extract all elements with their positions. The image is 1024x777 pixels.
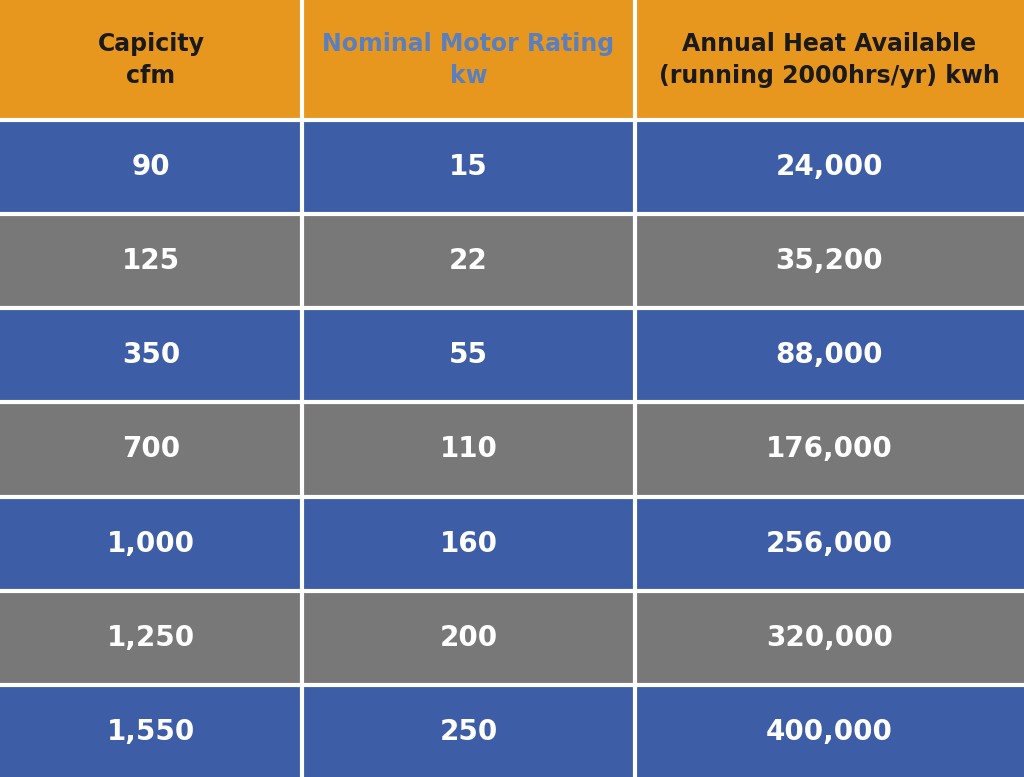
Text: 160: 160 — [439, 529, 498, 558]
Text: 320,000: 320,000 — [766, 623, 893, 652]
Text: 200: 200 — [439, 623, 498, 652]
Text: 176,000: 176,000 — [766, 435, 893, 464]
Text: Annual Heat Available
(running 2000hrs/yr) kwh: Annual Heat Available (running 2000hrs/y… — [659, 33, 999, 88]
Text: 125: 125 — [122, 247, 180, 276]
Bar — [302, 214, 635, 308]
Bar — [302, 497, 635, 591]
Text: 700: 700 — [122, 435, 180, 464]
Text: 22: 22 — [450, 247, 487, 276]
Text: 400,000: 400,000 — [766, 717, 893, 746]
Text: Capicity
cfm: Capicity cfm — [97, 33, 205, 88]
Bar — [635, 308, 1024, 402]
Text: 35,200: 35,200 — [775, 247, 884, 276]
Text: 350: 350 — [122, 341, 180, 370]
Bar — [635, 497, 1024, 591]
Bar — [302, 402, 635, 497]
Bar — [0, 591, 302, 685]
Bar — [302, 120, 635, 214]
Bar — [635, 685, 1024, 777]
Bar — [0, 308, 302, 402]
Bar — [302, 591, 635, 685]
Bar — [635, 214, 1024, 308]
Bar — [302, 0, 635, 120]
Text: 55: 55 — [449, 341, 488, 370]
Bar — [0, 120, 302, 214]
Text: 1,550: 1,550 — [106, 717, 196, 746]
Bar — [0, 0, 302, 120]
Text: 88,000: 88,000 — [776, 341, 883, 370]
Bar — [635, 402, 1024, 497]
Bar — [0, 497, 302, 591]
Bar — [635, 591, 1024, 685]
Bar — [0, 214, 302, 308]
Bar — [302, 308, 635, 402]
Text: 1,250: 1,250 — [106, 623, 196, 652]
Text: 250: 250 — [439, 717, 498, 746]
Bar — [635, 120, 1024, 214]
Bar — [0, 685, 302, 777]
Text: 110: 110 — [439, 435, 498, 464]
Bar — [302, 685, 635, 777]
Text: 1,000: 1,000 — [108, 529, 195, 558]
Text: 90: 90 — [132, 153, 170, 182]
Text: 256,000: 256,000 — [766, 529, 893, 558]
Text: Nominal Motor Rating
kw: Nominal Motor Rating kw — [323, 33, 614, 88]
Text: 24,000: 24,000 — [776, 153, 883, 182]
Bar — [0, 402, 302, 497]
Text: 15: 15 — [450, 153, 487, 182]
Bar — [635, 0, 1024, 120]
